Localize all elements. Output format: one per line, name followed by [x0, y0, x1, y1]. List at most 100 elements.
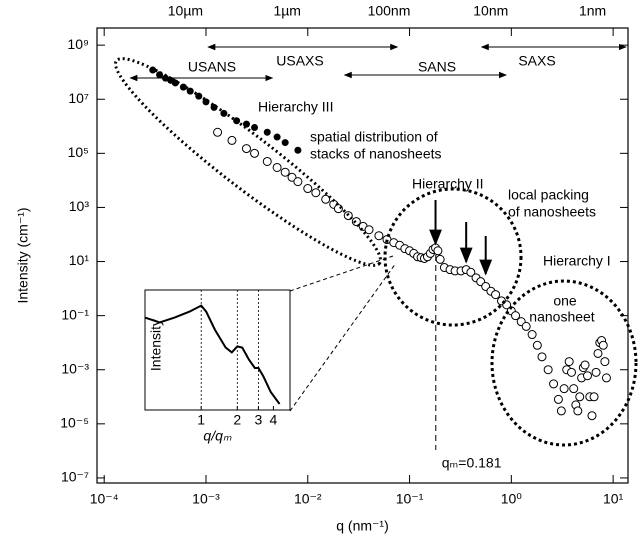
data-point [272, 162, 282, 172]
data-point [433, 246, 443, 256]
y-tick-label: 10⁹ [67, 36, 89, 52]
data-point [293, 177, 303, 187]
annotation: local packing [508, 187, 589, 203]
data-point [598, 340, 608, 350]
data-point [241, 144, 251, 154]
x-tick-label: 10¹ [603, 491, 624, 507]
data-point [511, 311, 521, 321]
data-point [251, 124, 259, 132]
inset-line [144, 304, 281, 405]
data-point [532, 340, 542, 350]
data-point [311, 188, 321, 198]
data-point [242, 120, 250, 128]
annotation: nanosheet [529, 309, 595, 325]
annotation: stacks of nanosheets [310, 146, 442, 162]
x2-tick-label: 10µm [168, 3, 203, 19]
x-axis-label: q (nm⁻¹) [336, 518, 389, 534]
inset-y-label: Intensity [148, 319, 164, 371]
data-point [537, 352, 547, 362]
inset-x-tick-label: 4 [270, 412, 278, 428]
data-point [321, 194, 331, 204]
qm-label: qₘ=0.181 [442, 455, 502, 471]
data-point [559, 384, 569, 394]
y-axis-label: Intensity (cm⁻¹) [15, 207, 31, 303]
data-point [250, 148, 260, 158]
y-tick-label: 10⁻³ [61, 360, 89, 376]
x-tick-label: 10⁻⁴ [90, 491, 119, 507]
y-tick-label: 10⁻¹ [61, 306, 89, 322]
annotation: one [553, 293, 577, 309]
annotation: Hierarchy III [258, 99, 333, 115]
data-point [589, 392, 599, 402]
inset-x-tick-label: 2 [233, 412, 241, 428]
y-tick-label: 10⁻⁷ [61, 469, 89, 485]
inset-x-tick-label: 3 [255, 412, 263, 428]
data-point [582, 371, 592, 381]
data-point [294, 146, 302, 154]
x2-tick-label: 1nm [579, 3, 606, 19]
data-point [364, 225, 374, 235]
data-point [281, 139, 289, 147]
data-point [556, 406, 566, 416]
hierarchy-i-ellipse [490, 279, 638, 447]
data-point [587, 411, 597, 421]
data-point [491, 290, 501, 300]
inset-x-tick-label: 1 [197, 412, 205, 428]
data-point [573, 406, 583, 416]
data-point [569, 384, 579, 394]
x-tick-label: 10⁰ [501, 491, 523, 507]
annotation: of nanosheets [508, 204, 596, 220]
y-tick-label: 10¹ [69, 252, 90, 268]
y-tick-label: 10⁷ [68, 90, 89, 106]
data-point [580, 360, 590, 370]
data-point [521, 321, 531, 331]
data-point [273, 133, 281, 141]
y-tick-label: 10³ [69, 198, 90, 214]
annotation: Hierarchy I [543, 253, 611, 269]
x-tick-label: 10⁻² [294, 491, 322, 507]
data-point [593, 348, 603, 358]
x2-tick-label: 1µm [273, 3, 301, 19]
data-point [435, 254, 445, 264]
x2-tick-label: 100nm [368, 3, 411, 19]
data-point [213, 127, 223, 137]
zoom-line [289, 262, 397, 412]
region-label: SANS [418, 59, 456, 75]
data-point [466, 267, 476, 277]
y-tick-label: 10⁻⁵ [60, 415, 89, 431]
data-point [601, 373, 611, 383]
data-point [262, 156, 272, 166]
x-tick-label: 10⁻¹ [396, 491, 424, 507]
annotation: spatial distribution of [310, 129, 438, 145]
hierarchy-ii-circle [383, 187, 523, 327]
data-point [567, 367, 577, 377]
layout [114, 57, 638, 447]
data-point [549, 379, 559, 389]
region-label: SAXS [518, 53, 555, 69]
y-tick-label: 10⁵ [68, 144, 89, 160]
data-point [287, 172, 297, 182]
data-point [600, 357, 610, 367]
data-point [543, 365, 553, 375]
data-point [527, 330, 537, 340]
data-point [280, 167, 290, 177]
data-point [303, 184, 313, 194]
inset-frame [144, 289, 291, 411]
data-point [575, 392, 585, 402]
inset-x-label: q/qₘ [203, 428, 231, 444]
region-label: USAXS [276, 53, 323, 69]
region-label: USANS [188, 59, 236, 75]
data-point [564, 357, 574, 367]
data-point [591, 367, 601, 377]
annotation: Hierarchy II [412, 176, 484, 192]
hierarchy-iii-ellipse [114, 57, 382, 267]
x-tick-label: 10⁻³ [192, 491, 220, 507]
plot-frame [96, 27, 629, 484]
data-point [263, 128, 271, 136]
data-point [227, 135, 237, 145]
zoom-line [289, 255, 394, 292]
x2-tick-label: 10nm [473, 3, 508, 19]
data-point [374, 231, 384, 241]
data-point [553, 394, 563, 404]
